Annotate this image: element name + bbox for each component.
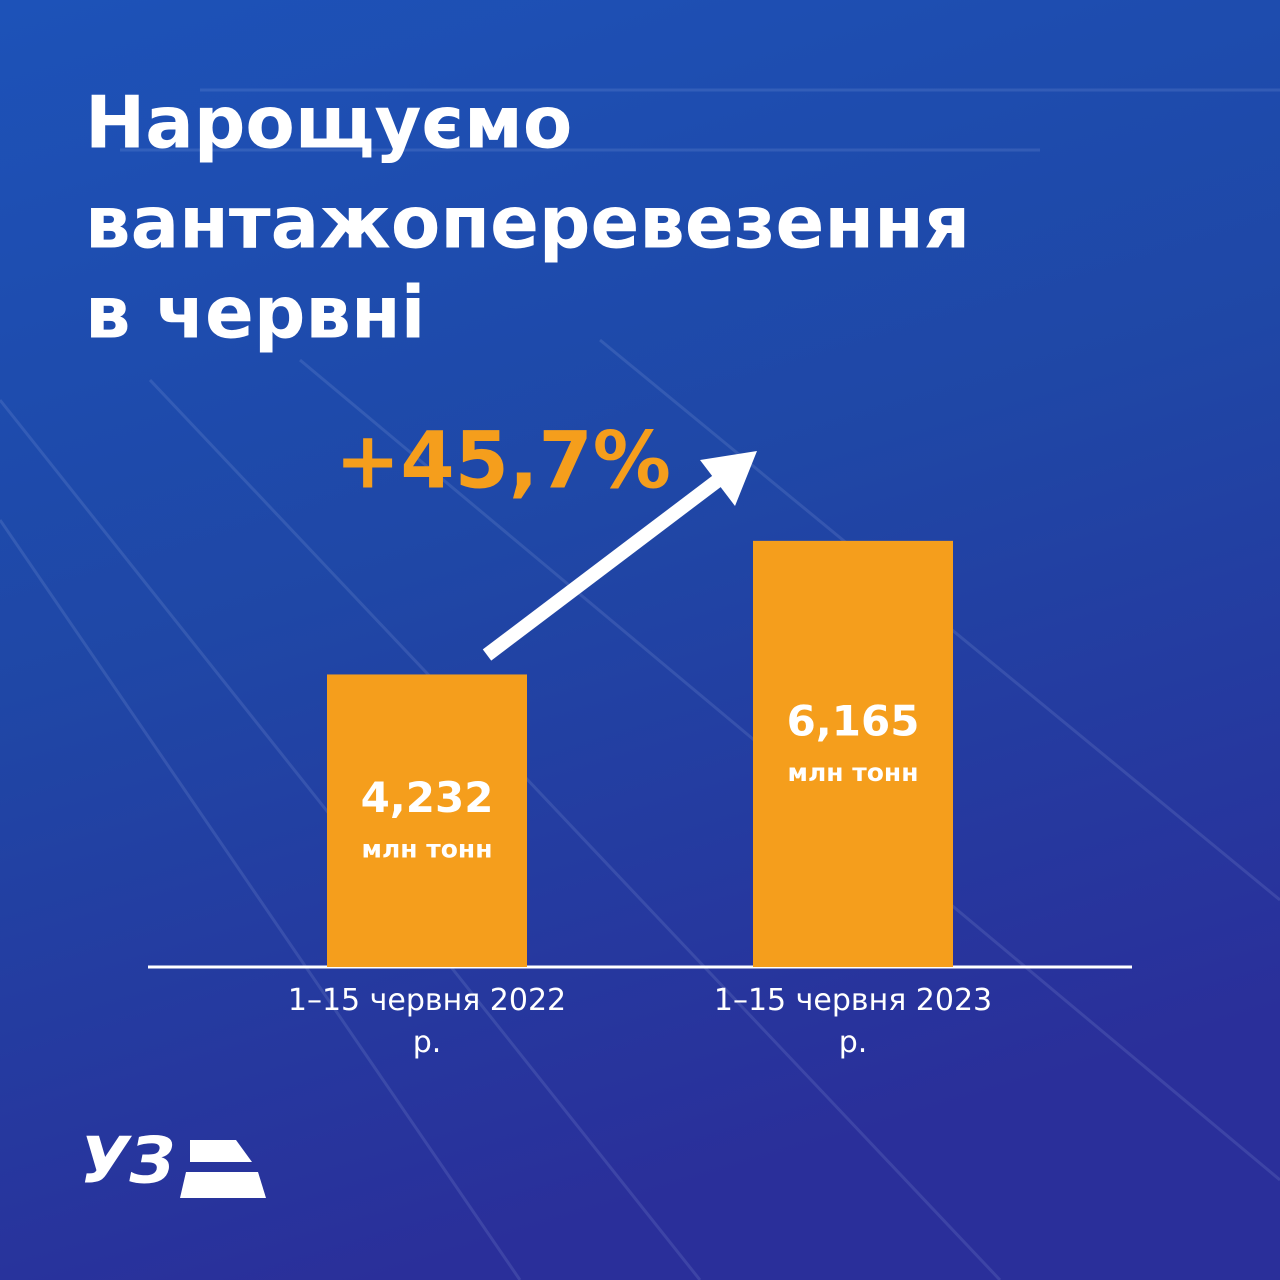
x-tick-label: 1–15 червня 2023 р. [713,983,993,1060]
unit-label: млн тонн [788,758,919,787]
bar [327,674,527,967]
value-label: 6,165 [787,697,920,746]
value-label: 4,232 [361,773,494,822]
arrow-head [700,451,757,506]
logo-group: УЗ [80,1125,266,1199]
unit-label: млн тонн [362,834,493,863]
arrow-shaft [482,469,730,661]
logo-stripe [180,1172,266,1198]
x-tick-label: 1–15 червня 2022 р. [287,983,567,1060]
annotation: +45,7% [335,416,671,506]
title-line: Нарощуємо [85,81,572,165]
title-line: вантажоперевезення [85,181,970,265]
logo: УЗ [80,1125,175,1199]
logo-stripe [190,1140,252,1162]
title-line: в червні [85,271,425,355]
bar [753,540,953,967]
arrow [482,451,757,661]
